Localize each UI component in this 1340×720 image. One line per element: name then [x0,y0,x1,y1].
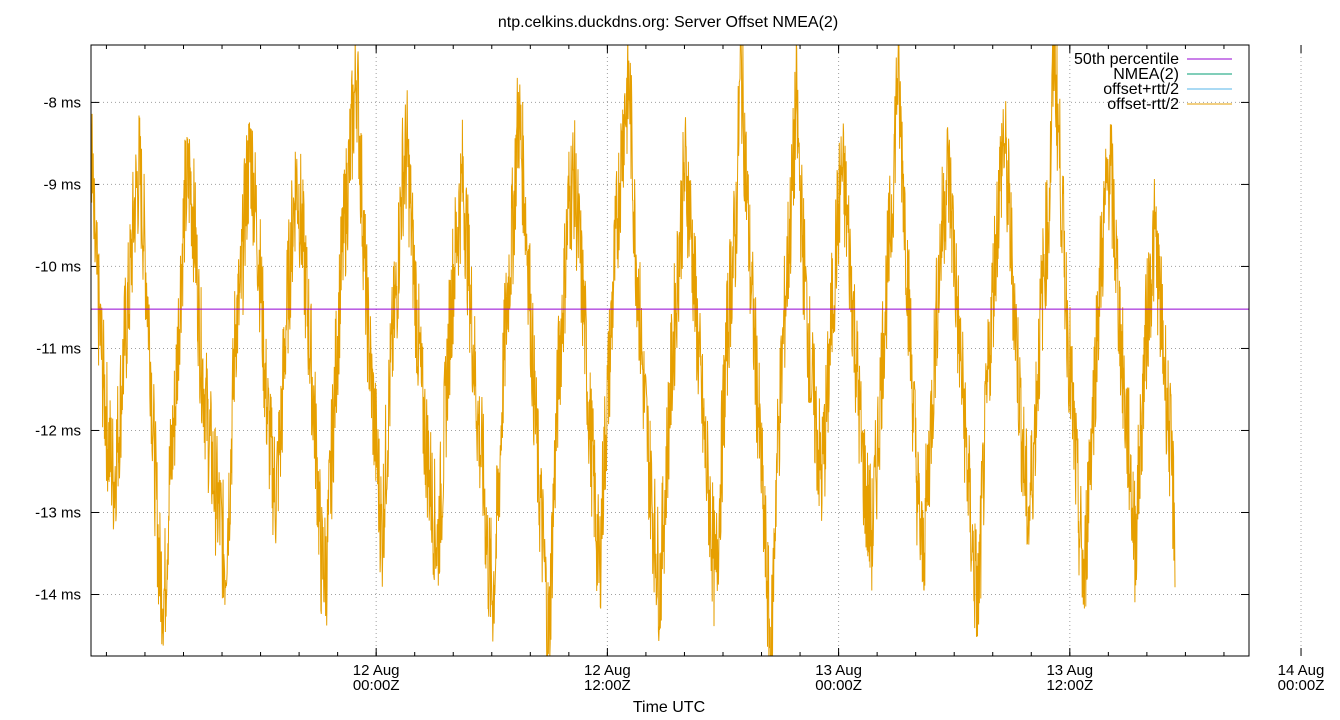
x-tick-label-time: 12:00Z [1046,677,1093,694]
y-tick-label: -13 ms [35,504,81,521]
x-tick-label-time: 00:00Z [1278,677,1325,694]
x-tick-label-date: 13 Aug [815,662,862,679]
y-tick-label: -8 ms [44,94,82,111]
x-tick-label-date: 13 Aug [1046,662,1093,679]
y-tick-label: -10 ms [35,258,81,275]
legend: 50th percentileNMEA(2)offset+rtt/2offset… [1074,51,1232,113]
y-tick-label: -14 ms [35,586,81,603]
legend-label: offset+rtt/2 [1103,81,1179,98]
legend-label: 50th percentile [1074,51,1179,68]
x-tick-label-time: 00:00Z [353,677,400,694]
y-tick-label: -12 ms [35,422,81,439]
x-tick-label-date: 12 Aug [584,662,631,679]
x-tick-label-date: 12 Aug [353,662,400,679]
legend-label: offset-rtt/2 [1107,96,1179,113]
y-tick-label: -11 ms [36,340,81,357]
legend-label: NMEA(2) [1113,66,1179,83]
series-offset-minus-rtt-line [91,45,1176,656]
plot-area [91,45,1249,656]
x-tick-label-time: 00:00Z [815,677,862,694]
chart-title: ntp.celkins.duckdns.org: Server Offset N… [498,14,838,31]
x-tick-label-date: 14 Aug [1278,662,1325,679]
y-tick-label: -9 ms [44,176,82,193]
plot-frame [90,44,1250,657]
x-axis-title: Time UTC [633,699,705,716]
x-tick-label-time: 12:00Z [584,677,631,694]
y-axis: -8 ms -9 ms -10 ms -11 ms -12 ms -13 ms -14 ms [35,94,1249,603]
